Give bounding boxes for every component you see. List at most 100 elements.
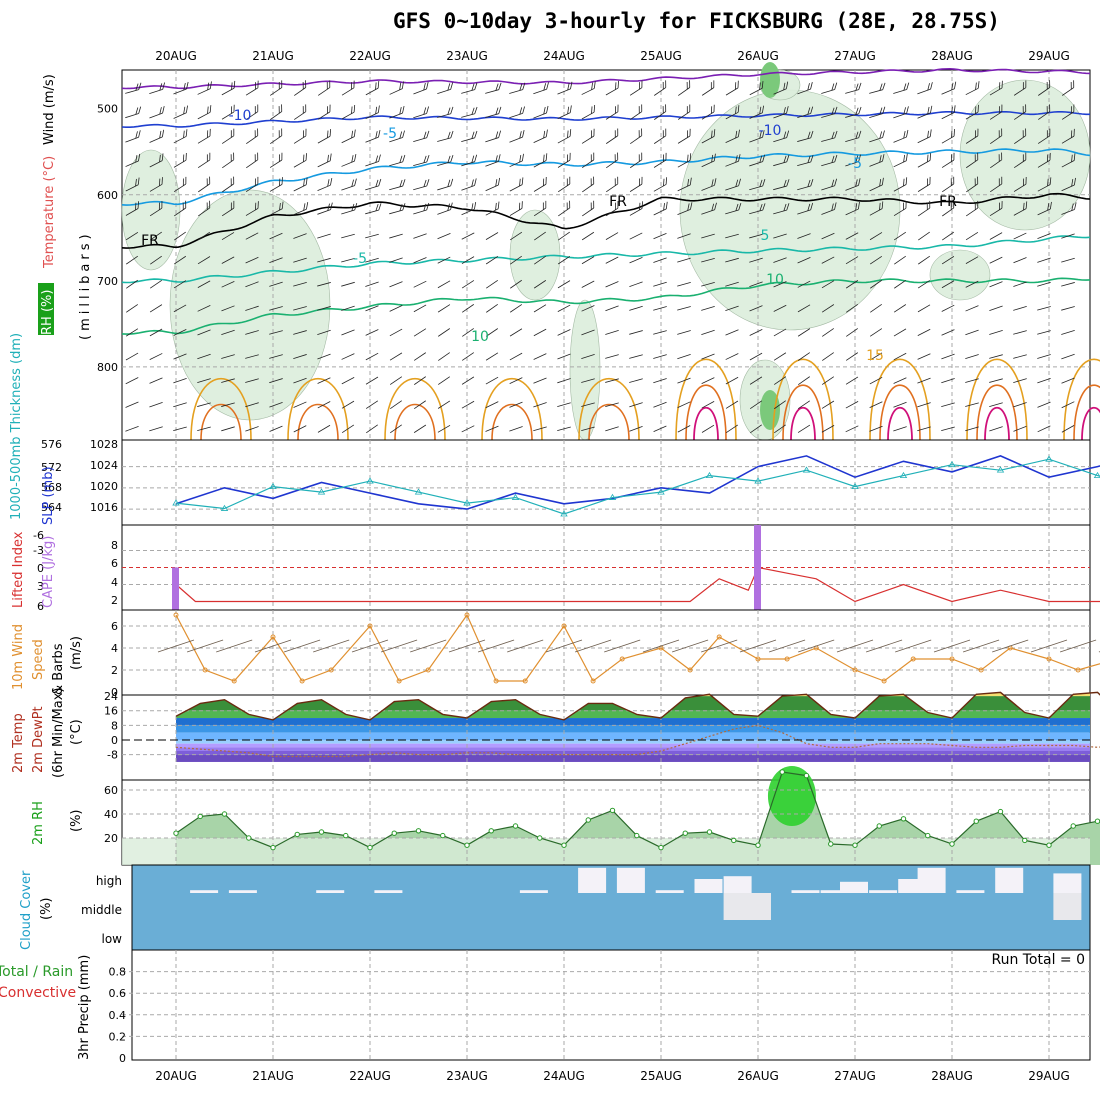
wind-barb [317, 401, 331, 409]
rh-line [175, 771, 1100, 849]
wind-barb [629, 330, 643, 335]
wind-barb [701, 282, 715, 287]
bottom-date-label: 23AUG [446, 1069, 488, 1083]
wind-barb [966, 176, 979, 193]
ylabel-temp3: (6hr Min/Max) [51, 688, 66, 778]
wind-barb [198, 200, 211, 217]
wind-barb [773, 257, 787, 263]
wind-barb [965, 378, 979, 383]
wind-barb-10m [448, 639, 486, 653]
wind-barb [989, 256, 1003, 264]
wind-barb [581, 256, 595, 265]
rh-point [173, 830, 179, 836]
y-tick-label: -3 [33, 544, 44, 557]
rh-point [464, 842, 470, 848]
temp-line [175, 691, 1100, 721]
wind-barb [221, 402, 235, 407]
wind-barb [341, 424, 355, 433]
wind-barb [821, 202, 837, 215]
wind-barb [149, 304, 163, 313]
wind-barb [293, 128, 307, 144]
wind-barb [269, 425, 283, 432]
bottom-date-axis: 20AUG 21AUG 22AUG 23AUG 24AUG 25AUG 26AUG 27AUG… [155, 1069, 1070, 1083]
wind-barb [1013, 80, 1027, 96]
wind-barb [773, 203, 790, 215]
wind-barb [989, 426, 1003, 432]
rh-point [415, 828, 422, 834]
dewpoint-line [175, 724, 1100, 758]
wind-barb [485, 425, 499, 432]
wind-barb [989, 378, 1003, 383]
rh-point [512, 823, 519, 829]
wind-barb [317, 153, 332, 168]
wind-barb [749, 376, 763, 385]
contour-label: 15 [866, 348, 884, 364]
wind-barb [701, 80, 715, 96]
wind-barb [365, 257, 379, 263]
wind-barb [725, 178, 741, 191]
rh-point [1070, 823, 1076, 829]
y-tick-label: 8 [111, 719, 118, 732]
wind-barb [173, 255, 187, 265]
temp-band [176, 732, 1090, 740]
wind-barb [197, 426, 211, 432]
wind-barb [149, 402, 163, 408]
rh-point [876, 823, 882, 829]
wind-barb [1013, 330, 1027, 335]
wind-barb [941, 426, 955, 432]
wind-barb [773, 179, 790, 191]
wind-barb [1013, 257, 1027, 264]
thickness-marker [414, 488, 423, 495]
wind-barb [749, 400, 763, 409]
wind-barb [509, 106, 525, 119]
wind-barb [222, 152, 235, 169]
wind-barb [125, 82, 142, 94]
rh-point [682, 830, 688, 836]
wind-barb [317, 80, 331, 96]
wind-barb [893, 377, 907, 384]
wind-barb [846, 304, 858, 313]
run-total: Run Total = 0 [991, 952, 1085, 968]
bottom-date-label: 20AUG [155, 1069, 197, 1083]
contour-label: -5 [848, 156, 862, 172]
rh-point [658, 844, 664, 851]
wind-barb [509, 153, 524, 168]
wind-barb [293, 281, 307, 287]
wind-barb [845, 352, 859, 361]
rh-point [561, 842, 567, 848]
wind-barb [389, 304, 403, 312]
wind-barb [269, 306, 283, 311]
wind-barb [341, 353, 355, 360]
thickness-marker [851, 482, 859, 490]
wind-barb [557, 129, 572, 144]
wind-point [978, 667, 984, 673]
ylabel-cloud1: Cloud Cover [19, 870, 34, 950]
wind-barb [293, 401, 307, 408]
wind-barb [893, 106, 909, 119]
temp-band [176, 740, 1090, 744]
wind-barb [893, 328, 907, 337]
rh-lines [173, 769, 1100, 851]
wind-barb [485, 177, 501, 192]
wind-barb [221, 128, 235, 144]
wind-barb [533, 153, 548, 168]
cloud-level-label: high [96, 874, 122, 888]
wind-barb [725, 281, 739, 287]
wind-barb [365, 281, 379, 287]
wind-barb [821, 280, 835, 289]
wind-barb [365, 329, 379, 336]
wind-barb [317, 257, 331, 263]
rh-point [973, 818, 979, 824]
ylabel-precip1: Total / Rain [0, 964, 73, 980]
wind-barb [845, 82, 862, 94]
wind-barb [389, 179, 406, 191]
wind-barb [245, 232, 259, 240]
wind-barb [1037, 330, 1051, 335]
high-cloud-patch [578, 867, 607, 893]
upper-grid [122, 70, 1090, 440]
wind-barb [677, 104, 691, 120]
wind-barb [557, 426, 571, 432]
rh-point [1094, 818, 1100, 824]
thickness-marker [608, 493, 617, 500]
wind-point [328, 667, 334, 673]
